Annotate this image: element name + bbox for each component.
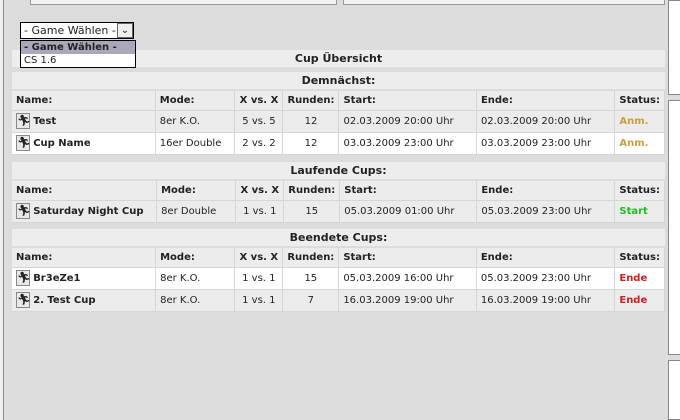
end-cell: 03.03.2009 23:00 Uhr (476, 132, 616, 155)
game-cs-icon: 🏃︎ (16, 113, 31, 129)
column-header: X vs. X (234, 91, 284, 111)
end-cell: 02.03.2009 20:00 Uhr (476, 110, 616, 133)
dropdown-option[interactable]: CS 1.6 (24, 55, 57, 66)
status-badge: Ende (614, 289, 665, 312)
start-cell: 05.03.2009 16:00 Uhr (338, 267, 477, 290)
game-select-value: - Game Wählen - (24, 24, 116, 37)
cup-table: Name: Mode: X vs. X Runden: Start: Ende: Statu… (12, 181, 665, 223)
xvx-cell: 1 vs. 1 (234, 267, 284, 290)
start-cell: 16.03.2009 19:00 Uhr (338, 289, 477, 312)
column-header: Name: (12, 248, 157, 268)
cup-name[interactable]: Cup Name (33, 138, 91, 149)
cup-name-cell[interactable]: 🏃︎ Test (12, 110, 156, 133)
cup-name[interactable]: Test (33, 116, 57, 127)
xvx-cell: 5 vs. 5 (234, 110, 284, 133)
page-title: Cup Übersicht (12, 50, 665, 67)
column-header: Status: (614, 181, 665, 201)
start-cell: 02.03.2009 20:00 Uhr (338, 110, 477, 133)
table-header: Name: Mode: X vs. X Runden: Start: Ende: Statu… (12, 91, 665, 111)
column-header: Status: (614, 91, 665, 111)
right-panel (668, 360, 680, 420)
column-header: Runden: (283, 181, 341, 201)
cup-name[interactable]: Br3eZe1 (33, 273, 81, 284)
column-header: Name: (12, 91, 156, 111)
column-header: Mode: (155, 91, 236, 111)
start-cell: 03.03.2009 23:00 Uhr (338, 132, 477, 155)
rounds-cell: 7 (282, 289, 340, 312)
column-header: Name: (12, 181, 158, 201)
column-header: Mode: (156, 181, 237, 201)
mode-cell: 8er K.O. (155, 289, 236, 312)
cup-name[interactable]: Saturday Night Cup (33, 206, 144, 217)
rounds-cell: 15 (283, 200, 341, 223)
column-header: Mode: (155, 248, 236, 268)
mode-cell: 8er K.O. (155, 110, 236, 133)
game-cs-icon: 🏃︎ (16, 203, 31, 219)
cup-table: Name: Mode: X vs. X Runden: Start: Ende: Statu… (12, 248, 665, 312)
game-dropdown: - Game Wählen - CS 1.6 (20, 40, 136, 68)
column-header: Runden: (282, 248, 340, 268)
end-cell: 05.03.2009 23:00 Uhr (476, 200, 616, 223)
game-select[interactable]: - Game Wählen - ⌄ (20, 22, 134, 39)
section-title: Laufende Cups: (12, 162, 665, 179)
cup-name-cell[interactable]: 🏃︎ Br3eZe1 (12, 267, 157, 290)
section-title: Beendete Cups: (12, 229, 665, 246)
column-header: Start: (338, 91, 477, 111)
cup-table: Name: Mode: X vs. X Runden: Start: Ende: Statu… (12, 91, 665, 155)
game-cs-icon: 🏃︎ (16, 135, 31, 151)
mode-cell: 16er Double (155, 132, 236, 155)
xvx-cell: 1 vs. 1 (234, 289, 284, 312)
table-row[interactable]: 🏃︎ Test 8er K.O. 5 vs. 5 12 02.03.2009 20:00… (12, 110, 665, 133)
table-header: Name: Mode: X vs. X Runden: Start: Ende: Statu… (12, 248, 665, 268)
dropdown-option[interactable]: - Game Wählen - (21, 41, 135, 54)
mode-cell: 8er Double (156, 200, 237, 223)
cup-name-cell[interactable]: 🏃︎ Cup Name (12, 132, 156, 155)
table-row[interactable]: 🏃︎ Saturday Night Cup 8er Double 1 vs. 1 15… (12, 200, 665, 223)
chevron-down-icon[interactable]: ⌄ (117, 23, 133, 38)
column-header: X vs. X (234, 248, 284, 268)
end-cell: 16.03.2009 19:00 Uhr (476, 289, 616, 312)
column-header: Runden: (282, 91, 340, 111)
table-header: Name: Mode: X vs. X Runden: Start: Ende: Statu… (12, 181, 665, 201)
mode-cell: 8er K.O. (155, 267, 236, 290)
column-header: Ende: (476, 181, 616, 201)
xvx-cell: 2 vs. 2 (234, 132, 284, 155)
status-badge: Ende (614, 267, 665, 290)
column-header: Ende: (476, 248, 616, 268)
game-cs-icon: 🏃︎ (16, 292, 31, 308)
column-header: Status: (614, 248, 665, 268)
table-row[interactable]: 🏃︎ Cup Name 16er Double 2 vs. 2 12 03.03.200… (12, 132, 665, 155)
column-header: Start: (338, 248, 477, 268)
cup-name[interactable]: 2. Test Cup (33, 295, 96, 306)
status-badge: Anm. (614, 110, 665, 133)
right-panel (668, 0, 680, 95)
rounds-cell: 15 (282, 267, 340, 290)
cup-name-cell[interactable]: 🏃︎ 2. Test Cup (12, 289, 157, 312)
start-cell: 05.03.2009 01:00 Uhr (339, 200, 478, 223)
game-cs-icon: 🏃︎ (16, 270, 31, 286)
end-cell: 05.03.2009 23:00 Uhr (476, 267, 616, 290)
rounds-cell: 12 (282, 132, 340, 155)
column-header: X vs. X (235, 181, 285, 201)
column-header: Ende: (476, 91, 616, 111)
column-header: Start: (339, 181, 478, 201)
xvx-cell: 1 vs. 1 (235, 200, 285, 223)
table-row[interactable]: 🏃︎ 2. Test Cup 8er K.O. 1 vs. 1 7 16.03.2009… (12, 289, 665, 312)
table-row[interactable]: 🏃︎ Br3eZe1 8er K.O. 1 vs. 1 15 05.03.2009 16… (12, 267, 665, 290)
left-frame-edge (0, 0, 4, 420)
top-box-right (343, 0, 665, 5)
cup-name-cell[interactable]: 🏃︎ Saturday Night Cup (12, 200, 158, 223)
status-badge: Anm. (614, 132, 665, 155)
section-title: Demnächst: (12, 72, 665, 89)
rounds-cell: 12 (282, 110, 340, 133)
status-badge: Start (614, 200, 665, 223)
top-box-left (30, 0, 337, 5)
right-panel (668, 100, 680, 355)
